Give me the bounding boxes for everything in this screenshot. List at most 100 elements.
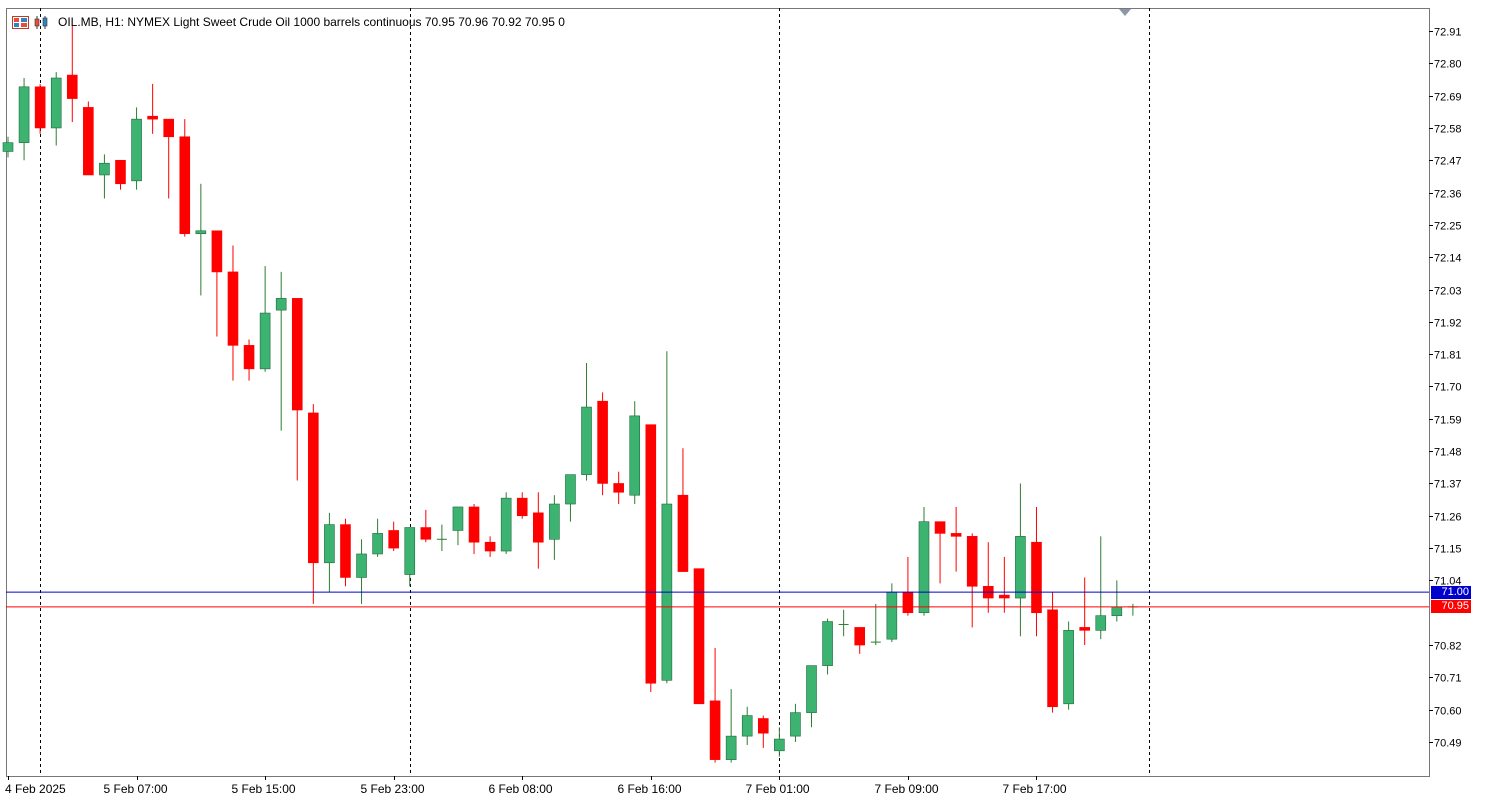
candle[interactable] — [1111, 580, 1123, 622]
candle[interactable] — [163, 118, 174, 199]
candle-body — [709, 700, 721, 760]
candle-body — [565, 474, 576, 505]
candle[interactable] — [356, 539, 367, 604]
candle-body — [806, 665, 817, 713]
candle[interactable] — [1063, 621, 1074, 710]
y-tick-label: 72.36 — [1434, 189, 1462, 201]
candle-body — [629, 415, 641, 496]
y-tick-label: 72.25 — [1434, 221, 1462, 233]
candle[interactable] — [500, 492, 512, 554]
candle[interactable] — [243, 339, 255, 381]
chart-shift-marker-icon[interactable] — [1119, 9, 1131, 16]
candle-body — [404, 527, 416, 575]
candle-body — [1047, 609, 1058, 708]
candle[interactable] — [999, 556, 1010, 613]
candle[interactable] — [645, 424, 657, 693]
candle-body — [934, 521, 946, 534]
candle[interactable] — [774, 727, 785, 757]
candle[interactable] — [597, 392, 608, 496]
candle[interactable] — [677, 448, 689, 572]
candle[interactable] — [308, 404, 319, 604]
candle[interactable] — [484, 536, 496, 557]
candle[interactable] — [388, 521, 399, 552]
candle[interactable] — [854, 627, 866, 654]
candle[interactable] — [211, 230, 223, 337]
candle[interactable] — [838, 609, 849, 637]
candle[interactable] — [516, 492, 528, 519]
candle-body — [50, 77, 62, 129]
candle[interactable] — [99, 154, 110, 199]
candle[interactable] — [629, 401, 641, 505]
candle[interactable] — [966, 533, 978, 628]
candle[interactable] — [741, 706, 753, 745]
candle[interactable] — [291, 298, 303, 481]
candle[interactable] — [709, 647, 721, 763]
y-tick-label: 71.48 — [1434, 447, 1462, 459]
candle[interactable] — [2, 136, 14, 158]
candle[interactable] — [66, 25, 78, 123]
candle[interactable] — [918, 506, 930, 616]
candle[interactable] — [1015, 483, 1026, 637]
candle[interactable] — [1031, 506, 1042, 637]
candle[interactable] — [693, 568, 705, 705]
candle-body — [452, 506, 464, 531]
axis-layer: 72.91 72.80 72.69 72.58 72.47 72.36 72.25 72.14… — [5, 27, 1462, 797]
candle[interactable] — [565, 474, 576, 522]
candle[interactable] — [613, 471, 624, 505]
y-tick-label: 72.69 — [1434, 92, 1462, 104]
candle-body — [243, 345, 255, 370]
candle-body — [275, 298, 287, 311]
candle[interactable] — [822, 618, 833, 675]
candle[interactable] — [533, 492, 544, 569]
candle-body — [854, 627, 866, 646]
candle[interactable] — [420, 509, 432, 543]
candle[interactable] — [436, 524, 447, 552]
candle[interactable] — [757, 715, 769, 748]
candle[interactable] — [83, 101, 94, 176]
candle[interactable] — [324, 512, 335, 593]
candle-body — [99, 162, 110, 176]
candle-body — [902, 591, 914, 614]
candle[interactable] — [806, 665, 817, 728]
candle[interactable] — [34, 83, 46, 134]
y-tick-label: 70.82 — [1434, 641, 1462, 653]
candle-body — [999, 594, 1010, 599]
candle[interactable] — [179, 119, 191, 237]
candle-icon[interactable] — [33, 15, 50, 30]
candle[interactable] — [549, 495, 560, 560]
candle[interactable] — [1047, 592, 1058, 713]
candle[interactable] — [227, 245, 239, 381]
candle[interactable] — [50, 72, 62, 146]
candle[interactable] — [131, 107, 142, 190]
candle[interactable] — [18, 78, 30, 161]
candle[interactable] — [372, 518, 383, 557]
candle[interactable] — [115, 159, 126, 190]
candle-body — [741, 715, 753, 737]
candle[interactable] — [870, 603, 881, 646]
candle[interactable] — [147, 83, 158, 134]
candle[interactable] — [661, 351, 673, 684]
candle-body — [757, 718, 769, 734]
candle[interactable] — [404, 527, 416, 587]
candle[interactable] — [725, 689, 737, 763]
chart-windows-icon[interactable] — [12, 15, 29, 30]
y-tick-label: 72.80 — [1434, 59, 1462, 71]
candle[interactable] — [1095, 536, 1107, 640]
y-tick-label: 71.15 — [1434, 544, 1462, 556]
candle[interactable] — [950, 506, 962, 572]
candle-body — [822, 621, 833, 666]
candle[interactable] — [982, 542, 994, 613]
candle[interactable] — [790, 703, 801, 742]
candle[interactable] — [1127, 603, 1138, 616]
candle[interactable] — [340, 518, 351, 587]
candle[interactable] — [452, 506, 464, 546]
candle[interactable] — [934, 521, 946, 584]
candle[interactable] — [195, 183, 207, 296]
candle[interactable] — [259, 266, 271, 372]
candle[interactable] — [1079, 577, 1090, 646]
candle[interactable] — [275, 271, 287, 431]
candle[interactable] — [468, 504, 480, 554]
candle[interactable] — [581, 362, 592, 481]
